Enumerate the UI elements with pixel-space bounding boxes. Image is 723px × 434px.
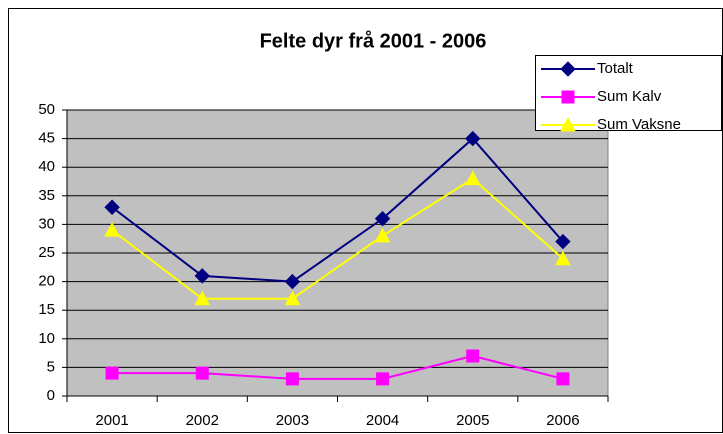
legend-marker [560, 116, 576, 132]
y-tick-label: 25 [38, 244, 55, 261]
y-tick-label: 40 [38, 158, 55, 175]
chart-title: Felte dyr frå 2001 - 2006 [260, 29, 487, 52]
y-tick-label: 50 [38, 101, 55, 118]
x-tick-label: 2002 [186, 412, 219, 429]
legend-label: Sum Vaksne [597, 116, 681, 133]
data-point [374, 210, 391, 227]
y-tick-label: 15 [38, 301, 55, 318]
data-point [105, 366, 119, 380]
legend-marker [561, 90, 575, 104]
data-point [374, 227, 391, 243]
x-tick-label: 2006 [546, 412, 579, 429]
data-point [555, 250, 571, 266]
data-point [104, 199, 120, 215]
data-point [285, 372, 299, 386]
x-tick-label: 2004 [366, 412, 399, 429]
x-tick-label: 2001 [95, 412, 128, 429]
legend-label: Sum Kalv [597, 88, 662, 105]
data-point [464, 170, 481, 186]
data-point [104, 222, 120, 237]
data-point [195, 366, 209, 380]
legend-marker [560, 61, 576, 77]
y-tick-label: 30 [38, 215, 55, 232]
x-tick-label: 2003 [276, 412, 309, 429]
data-point [284, 290, 301, 306]
y-tick-label: 35 [38, 187, 55, 204]
series-line [112, 354, 564, 380]
data-point [556, 372, 570, 386]
data-point [194, 290, 211, 306]
data-point [376, 372, 390, 386]
data-point [555, 233, 571, 250]
data-point [465, 130, 481, 147]
y-tick-label: 5 [47, 358, 55, 375]
series-line [111, 137, 564, 283]
data-point [194, 268, 210, 284]
legend-label: Totalt [597, 60, 634, 77]
y-tick-label: 10 [38, 330, 55, 347]
y-tick-label: 20 [38, 273, 55, 290]
data-point [284, 273, 301, 290]
y-tick-label: 0 [47, 387, 55, 404]
x-tick-label: 2005 [456, 412, 489, 429]
series-line [111, 177, 564, 300]
data-point [466, 349, 480, 363]
y-tick-label: 45 [38, 130, 55, 147]
